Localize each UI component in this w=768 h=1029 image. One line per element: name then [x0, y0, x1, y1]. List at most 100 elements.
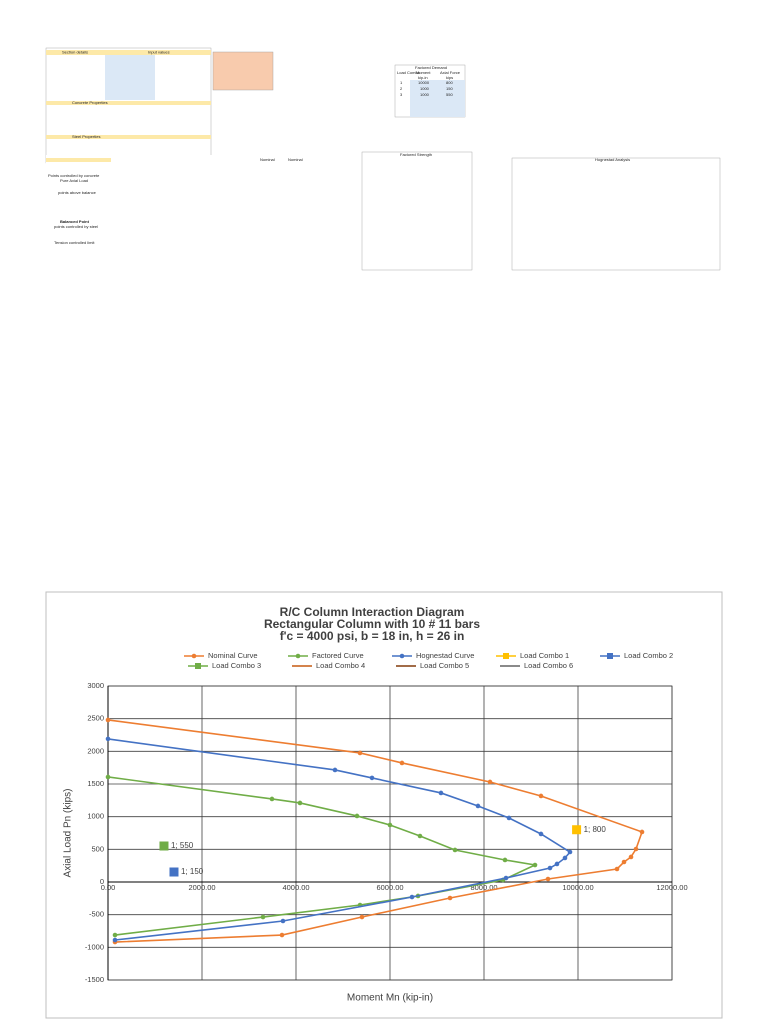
sheet-text: Section details — [62, 50, 88, 55]
curve-point — [112, 932, 118, 938]
sheet-text: 3 — [400, 92, 403, 97]
sheet-text: kip-in — [418, 75, 428, 80]
legend-marker — [191, 653, 197, 659]
sheet-text: 10000 — [418, 80, 430, 85]
legend-label: Load Combo 1 — [520, 651, 569, 660]
legend-marker — [503, 653, 509, 659]
y-axis-label: Axial Load Pn (kips) — [63, 789, 74, 878]
curve-point — [112, 937, 118, 943]
curve-point — [447, 895, 453, 901]
curve-point — [417, 833, 423, 839]
y-tick-label: 1000 — [87, 812, 104, 821]
curve-point — [639, 829, 645, 835]
hognestad-block — [511, 157, 721, 271]
legend-label: Load Combo 2 — [624, 651, 673, 660]
y-tick-label: 0 — [100, 877, 104, 886]
sheet-header-fill — [46, 101, 211, 105]
curve-point — [354, 813, 360, 819]
curve-point — [269, 796, 275, 802]
curve-point — [357, 750, 363, 756]
y-tick-label: -1000 — [85, 942, 104, 951]
x-axis-label: Moment Mn (kip-in) — [347, 993, 433, 1004]
sheet-header-fill — [46, 135, 211, 139]
curve-point — [532, 862, 538, 868]
curve-point — [554, 861, 560, 867]
sheet-text: Hognestad Analysis — [595, 157, 630, 162]
sheet-text: 1 — [400, 80, 403, 85]
chart-title: f'c = 4000 psi, b = 18 in, h = 26 in — [280, 629, 465, 643]
results-block — [46, 155, 768, 275]
load-point — [159, 841, 169, 851]
curve-point — [475, 803, 481, 809]
data-label: 1; 150 — [181, 867, 204, 876]
sheet-text: Points controlled by concrete — [48, 173, 100, 178]
curve-point — [538, 831, 544, 837]
data-label: 1; 550 — [171, 841, 194, 850]
series-line — [107, 776, 538, 936]
curve-point — [633, 846, 639, 852]
y-tick-label: 3000 — [87, 681, 104, 690]
curve-point — [280, 918, 286, 924]
legend-label: Nominal Curve — [208, 651, 258, 660]
legend-marker — [195, 663, 201, 669]
y-tick-label: 2500 — [87, 714, 104, 723]
curve-point — [487, 779, 493, 785]
chart-title: R/C Column Interaction Diagram — [280, 605, 465, 619]
sheet-text: Nominal — [260, 157, 275, 162]
curve-point — [503, 875, 509, 881]
chart-area — [45, 591, 723, 1019]
sheet-text: points above balance — [58, 190, 97, 195]
sheet-text: 2 — [400, 86, 403, 91]
sheet-header-fill — [46, 158, 111, 162]
sheet-text: Balanced Point — [60, 219, 90, 224]
curve-point — [562, 855, 568, 861]
load-point — [169, 867, 179, 877]
sheet-text: Load Combo — [397, 70, 421, 75]
legend-label: Load Combo 6 — [524, 661, 573, 670]
curve-point — [279, 932, 285, 938]
sheet-text: 550 — [446, 92, 453, 97]
legend-label: Load Combo 3 — [212, 661, 261, 670]
curve-point — [105, 717, 111, 723]
curve-point — [547, 865, 553, 871]
demand-fill — [410, 80, 465, 117]
curve-point — [545, 876, 551, 882]
load-point — [572, 825, 582, 835]
sheet-text: Axial Force — [440, 70, 461, 75]
sheet-text: Steel Properties — [72, 134, 100, 139]
strength-block — [361, 151, 473, 271]
legend-label: Factored Curve — [312, 651, 364, 660]
legend-marker — [399, 653, 405, 659]
sheet-text: Pure Axial Load — [60, 178, 88, 183]
curve-point — [567, 849, 573, 855]
curve-point — [506, 815, 512, 821]
curve-point — [105, 774, 111, 780]
y-tick-label: 500 — [91, 844, 104, 853]
legend-label: Hognestad Curve — [416, 651, 474, 660]
data-label: 1; 800 — [584, 825, 607, 834]
y-tick-label: -500 — [89, 910, 104, 919]
sheet-text: 1000 — [420, 92, 430, 97]
curve-point — [614, 866, 620, 872]
chart-title: Rectangular Column with 10 # 11 bars — [264, 617, 480, 631]
y-tick-label: -1500 — [85, 975, 104, 984]
sheet-text: Nominal — [288, 157, 303, 162]
curve-point — [438, 790, 444, 796]
curve-point — [260, 914, 266, 920]
sheet-text: Tension controlled limit — [54, 240, 95, 245]
sheet-text: Factored Strength — [400, 152, 432, 157]
x-tick-label: 4000.00 — [282, 883, 309, 892]
x-tick-label: 8000.00 — [470, 883, 497, 892]
sheet-text: Input values — [148, 50, 170, 55]
curve-point — [105, 736, 111, 742]
section-drawing — [212, 51, 274, 91]
curve-point — [628, 854, 634, 860]
curve-point — [359, 914, 365, 920]
curve-point — [369, 775, 375, 781]
curve-point — [538, 793, 544, 799]
sheet-text: Factored Demand — [415, 65, 447, 70]
sheet-input-fill — [105, 55, 155, 100]
x-tick-label: 2000.00 — [188, 883, 215, 892]
